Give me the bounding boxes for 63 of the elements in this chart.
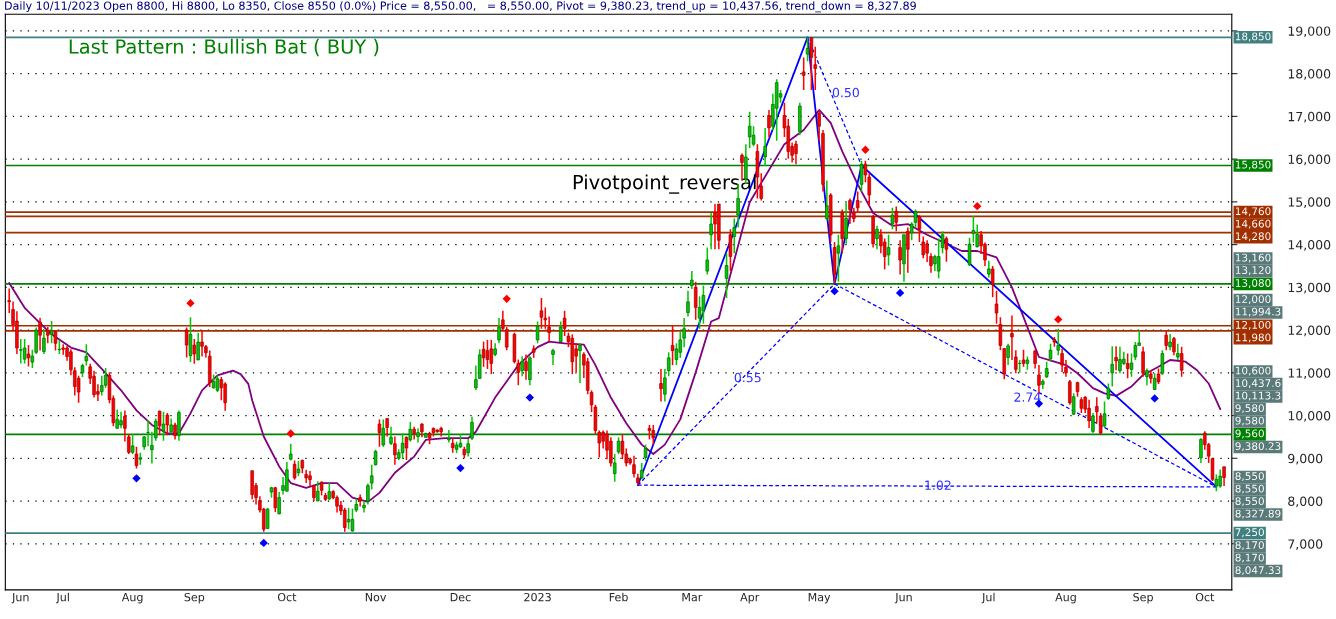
- x-tick-label: Oct: [277, 592, 297, 602]
- text: 13,160: [1235, 253, 1271, 263]
- ref-line-label: 18,850: [1235, 32, 1271, 42]
- x-tick-label: Oct: [1195, 592, 1215, 602]
- x-tick-label: Aug: [1055, 593, 1076, 604]
- text: 10,113.3: [1235, 391, 1281, 401]
- x-tick-label: May: [808, 593, 831, 604]
- text: 8,550: [1235, 497, 1264, 507]
- ref-line-label: 9,560: [1235, 429, 1264, 439]
- y-tick-label: 8,000: [1288, 496, 1323, 508]
- text: 8,327.89: [1235, 509, 1281, 519]
- ref-line-label: 15,850: [1235, 160, 1271, 170]
- y-tick-label: 17,000: [1288, 111, 1331, 123]
- x-tick-label: Aug: [121, 593, 143, 604]
- x-tick-label: Jun: [11, 593, 29, 604]
- x-tick-label: Feb: [609, 592, 628, 602]
- y-tick-label: 10,000: [1288, 411, 1331, 422]
- annotation: 2.74: [1014, 392, 1041, 402]
- text: 12,000: [1235, 295, 1271, 305]
- text: 9,580: [1235, 404, 1264, 414]
- y-tick-label: 14,000: [1288, 240, 1331, 251]
- ref-line-label: 14,280: [1235, 232, 1271, 242]
- text: 11,994.3: [1235, 307, 1281, 317]
- y-tick-label: 16,000: [1288, 154, 1331, 166]
- y-tick-label: 11,000: [1288, 368, 1331, 379]
- text: 13,120: [1235, 266, 1271, 276]
- text: 9,580: [1235, 416, 1264, 426]
- text: 10,600: [1235, 366, 1271, 376]
- y-tick-label: 12,000: [1288, 325, 1331, 337]
- y-tick-label: 15,000: [1288, 197, 1331, 209]
- y-tick-label: 9,000: [1288, 453, 1323, 465]
- text: 8,170: [1235, 553, 1264, 563]
- annotation: 1.02: [925, 480, 951, 490]
- annotation: 0.55: [734, 372, 761, 383]
- x-tick-label: Mar: [682, 593, 703, 602]
- y-tick-label: 18,000: [1288, 69, 1331, 80]
- ref-line-label: 14,760: [1235, 207, 1271, 217]
- text: 8,170: [1235, 541, 1264, 551]
- x-tick-label: Jun: [894, 593, 912, 604]
- ref-line-label: 14,660: [1235, 219, 1271, 229]
- x-tick-label: Apr: [740, 593, 760, 604]
- ref-line-label: 12,100: [1235, 320, 1271, 330]
- x-tick-label: Jul: [55, 592, 69, 604]
- x-tick-label: Sep: [1133, 592, 1153, 604]
- text: 8,047.33: [1235, 566, 1281, 576]
- x-tick-label: Dec: [450, 593, 471, 602]
- y-tick-label: 19,000: [1288, 26, 1331, 38]
- text: 8,550: [1235, 472, 1264, 482]
- x-tick-label: Jul: [981, 592, 995, 604]
- ref-line-label: 7,250: [1235, 528, 1264, 538]
- annotation: 0.50: [832, 87, 859, 98]
- chart-title: Daily 10/11/2023 Open 8800, Hi 8800, Lo 8350, Close 8550 (0.0%) Price = 8,550.00, = 8,550.00, Pivot = 9,380.23, trend_up = 10,437.56, trend_down = 8,327.89: [5, 1, 916, 13]
- x-tick-label: Sep: [184, 592, 205, 604]
- y-tick-label: 13,000: [1288, 282, 1331, 294]
- x-tick-label: 2023: [524, 592, 551, 602]
- y-tick-label: 7,000: [1288, 539, 1323, 550]
- text: 9,380.23: [1235, 442, 1281, 452]
- text: 10,437.6: [1235, 379, 1281, 389]
- text: 8,550: [1235, 484, 1264, 494]
- x-tick-label: Nov: [365, 593, 387, 602]
- annotation: Last Pattern : Bullish Bat ( BUY ): [69, 38, 379, 57]
- ref-line-label: 11,980: [1235, 333, 1271, 343]
- ref-line-label: 13,080: [1235, 279, 1271, 288]
